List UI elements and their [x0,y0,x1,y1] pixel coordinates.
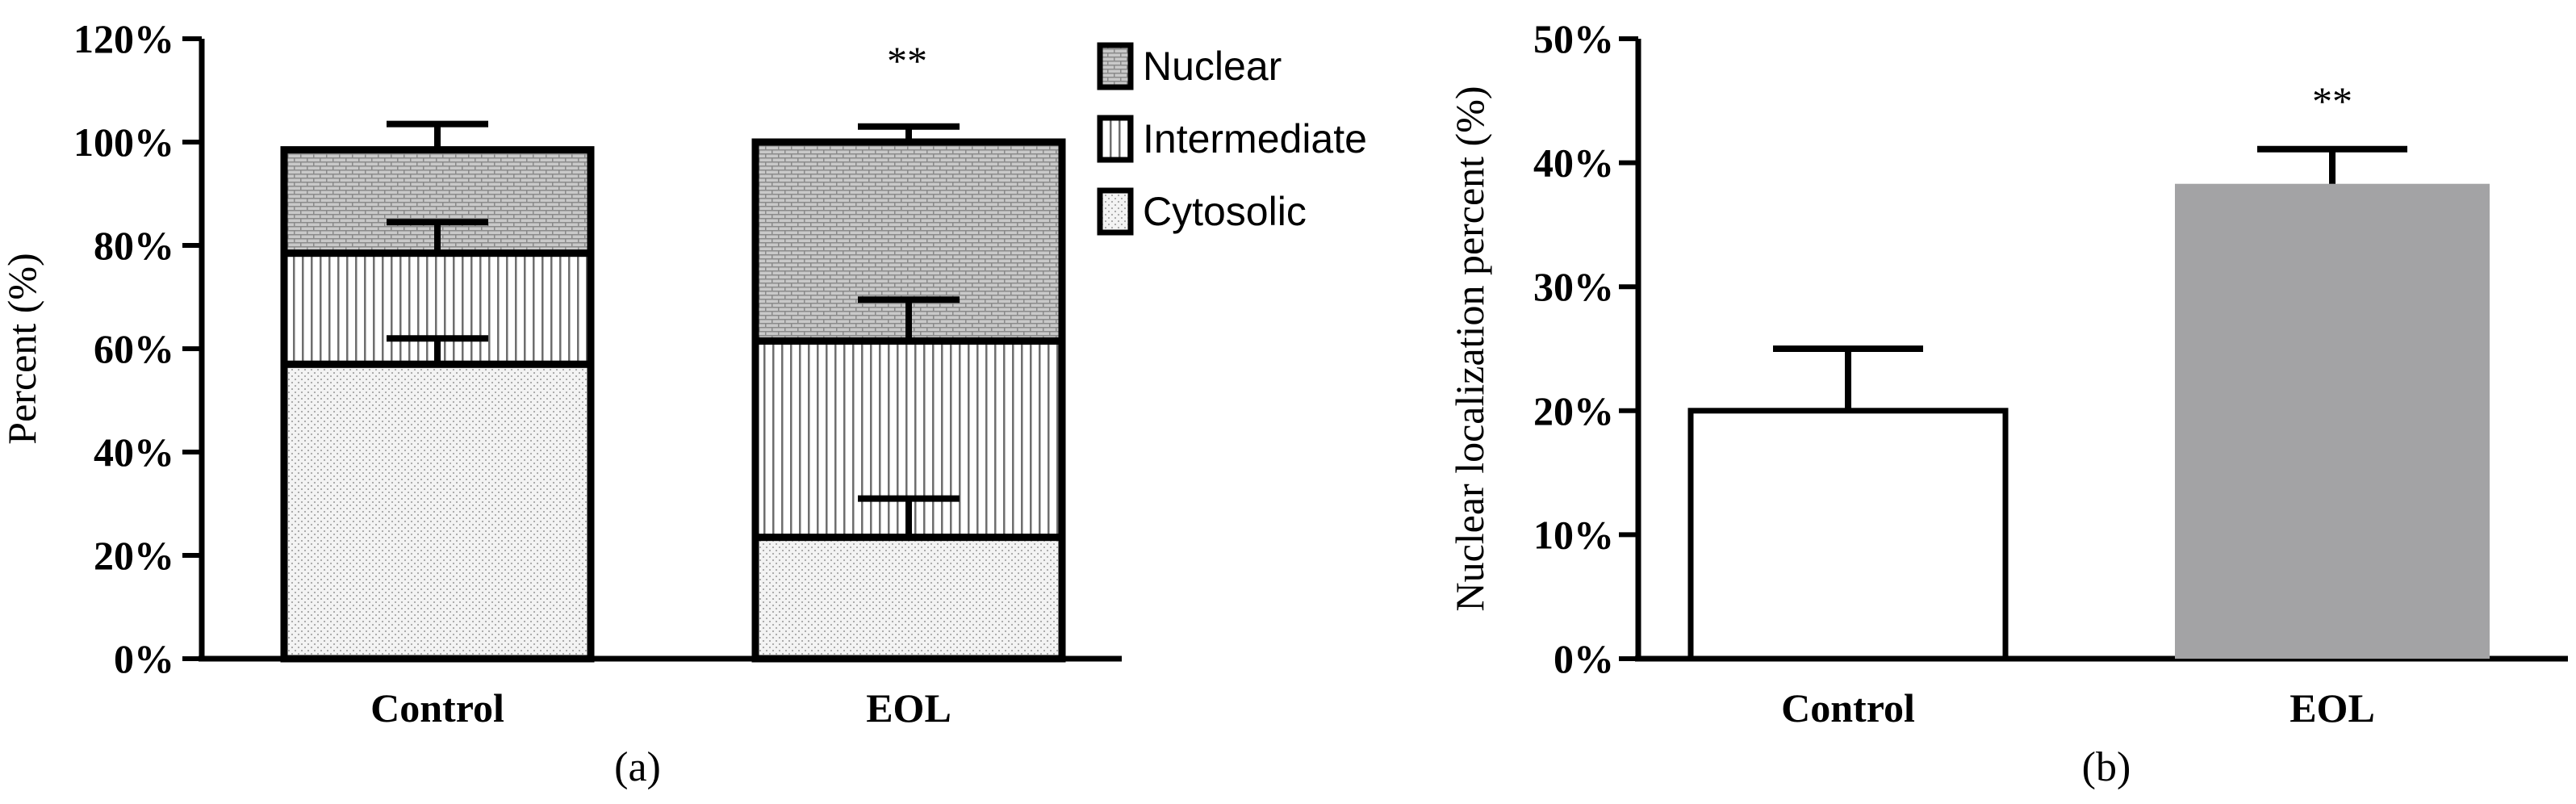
a-legend-label: Intermediate [1143,116,1367,161]
a-error-bars: ** [387,38,960,538]
a-bars [280,138,1066,663]
a-tick-label: 60% [94,326,174,371]
b-y-ticks: 0% 10% 20% 30% 40% 50% [1533,16,1638,681]
a-category-label: EOL [866,685,951,731]
b-bar [1687,408,2009,662]
a-category-label: Control [370,685,504,731]
a-significance-marker: ** [887,38,927,83]
b-caption: (b) [2082,744,2131,790]
b-bars [1687,183,2490,662]
a-y-axis-label: Percent (%) [0,253,44,444]
b-category-label: Control [1781,685,1915,731]
a-legend-swatch [1097,187,1134,236]
a-tick-label: 100% [73,119,174,165]
a-tick-label: 40% [94,429,174,475]
b-y-axis-label: Nuclear localization percent (%) [1447,86,1492,611]
stacked-bar-chart-a: 0% 20% 40% 60% 80% 100% 120% ** Control EOL Nuc… [0,16,1367,790]
b-category-label: EOL [2290,685,2375,731]
bar-chart-b: 0% 10% 20% 30% 40% 50% ** Control EOL Nuclear … [1447,16,2568,790]
a-category-labels: Control EOL [370,685,951,731]
a-bar-segment [751,534,1066,663]
a-legend-swatch [1097,42,1134,90]
b-category-labels: Control EOL [1781,685,2375,731]
a-legend-label: Nuclear [1143,44,1282,89]
b-tick-label: 40% [1533,140,1614,186]
b-tick-label: 20% [1533,388,1614,433]
b-tick-label: 30% [1533,264,1614,309]
a-tick-label: 120% [73,16,174,61]
a-bar-segment [280,360,595,663]
b-error-bars: ** [1773,78,2407,411]
a-legend-label: Cytosolic [1143,189,1307,234]
a-y-ticks: 0% 20% 40% 60% 80% 100% 120% [73,16,202,681]
a-caption: (a) [614,744,661,790]
a-legend-swatch [1097,115,1134,163]
b-tick-label: 10% [1533,512,1614,557]
a-legend: Nuclear Intermediate Cytosolic [1097,42,1367,236]
b-bar [2175,183,2490,659]
a-tick-label: 20% [94,533,174,578]
b-tick-label: 50% [1533,16,1614,61]
b-tick-label: 0% [1554,636,1614,681]
a-tick-label: 0% [114,636,174,681]
a-tick-label: 80% [94,223,174,268]
b-significance-marker: ** [2312,78,2352,124]
